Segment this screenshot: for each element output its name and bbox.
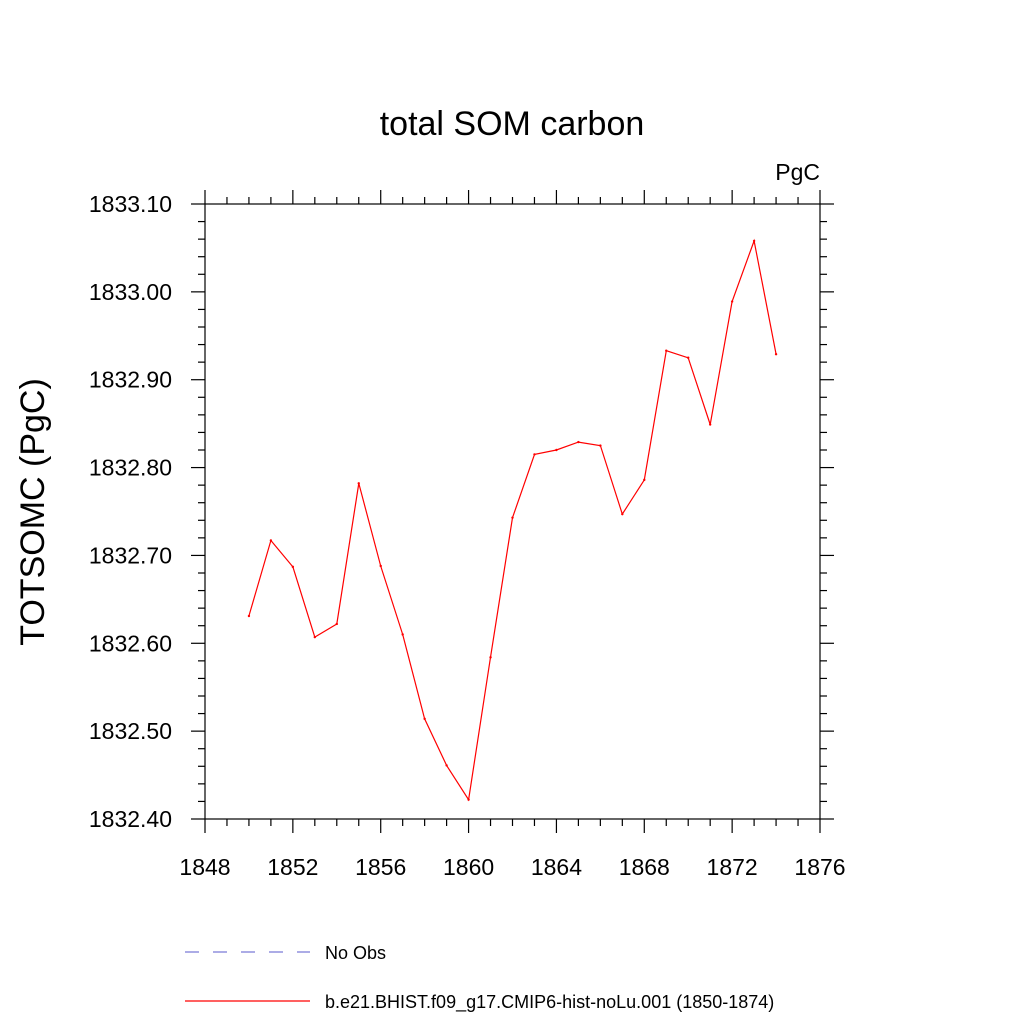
x-tick-label: 1856 [355,854,406,880]
data-point [291,565,295,569]
x-tick-label: 1864 [531,854,582,880]
data-point [247,614,251,618]
data-point [445,764,448,767]
data-point [313,635,317,639]
y-tick-label: 1832.90 [89,367,172,393]
y-tick-label: 1832.40 [89,806,172,832]
data-point [577,440,580,444]
x-tick-label: 1860 [443,854,494,880]
data-point [643,478,646,482]
data-point [489,656,492,659]
data-point [752,239,756,243]
data-point [687,356,690,359]
data-point [467,798,470,801]
data-point [423,717,426,721]
data-point [379,564,382,568]
data-point [357,482,360,485]
y-tick-label: 1833.00 [89,279,172,305]
data-point [335,622,338,626]
y-tick-label: 1832.70 [89,542,172,568]
x-tick-label: 1868 [619,854,670,880]
y-tick-label: 1832.50 [89,718,172,744]
data-point [730,300,734,303]
chart-title: total SOM carbon [380,105,645,143]
data-point [533,453,536,456]
data-point [621,512,624,516]
plot-frame [204,203,821,820]
x-tick-label: 1876 [794,854,845,880]
x-tick-label: 1848 [179,854,230,880]
x-tick-label: 1852 [267,854,318,880]
axis-tick-labels: 1848 1852 1856 1860 1864 1868 1872 1876 1832.40 1… [89,191,846,880]
legend-label: No Obs [325,943,386,963]
units-label: PgC [775,159,820,185]
y-tick-label: 1832.80 [89,455,172,481]
legend-label: b.e21.BHIST.f09_g17.CMIP6-hist-noLu.001 … [325,992,774,1013]
series-line [248,238,777,802]
data-point [708,423,712,426]
data-point [599,444,602,447]
data-point [665,349,668,352]
data-point [774,353,778,356]
axis-ticks [191,190,834,833]
x-tick-label: 1872 [707,854,758,880]
data-point [511,516,514,519]
series-group [247,238,778,802]
y-tick-label: 1833.10 [89,191,172,217]
data-point [555,448,558,452]
y-tick-label: 1832.60 [89,630,172,656]
data-point [269,539,273,542]
y-axis-label: TOTSOMC (PgC) [14,378,52,646]
legend: No Obs b.e21.BHIST.f09_g17.CMIP6-hist-noL… [185,943,774,1013]
data-point [401,633,404,636]
